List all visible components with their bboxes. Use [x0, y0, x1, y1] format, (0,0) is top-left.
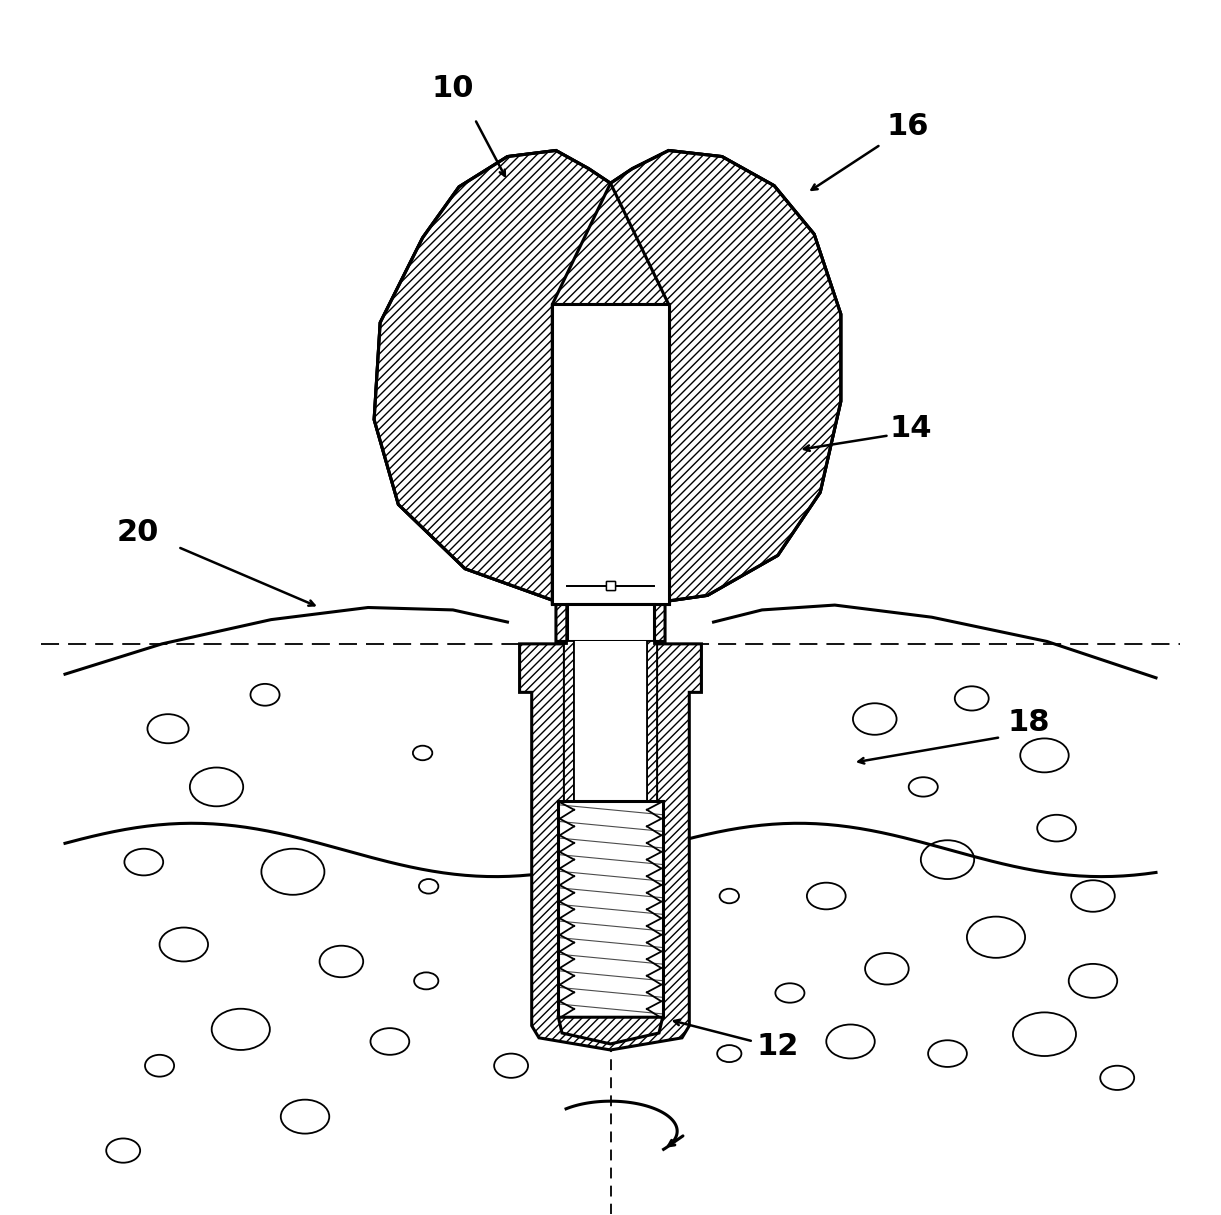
Bar: [567, 604, 654, 642]
Text: 16: 16: [886, 112, 929, 141]
Text: 12: 12: [757, 1032, 799, 1061]
Polygon shape: [564, 644, 657, 908]
Bar: [607, 582, 614, 590]
Text: 14: 14: [890, 413, 933, 442]
Polygon shape: [558, 802, 663, 1017]
Text: 10: 10: [432, 74, 474, 103]
Bar: [574, 642, 647, 802]
Text: 20: 20: [116, 518, 159, 547]
Polygon shape: [558, 1017, 663, 1044]
Bar: [552, 305, 669, 604]
Bar: [552, 305, 669, 604]
Polygon shape: [374, 151, 610, 642]
Polygon shape: [520, 644, 701, 1050]
Polygon shape: [564, 642, 574, 802]
Text: 18: 18: [1007, 708, 1050, 738]
Polygon shape: [610, 151, 841, 642]
Bar: [567, 604, 654, 642]
Bar: [607, 582, 614, 590]
Polygon shape: [647, 642, 657, 802]
Polygon shape: [374, 151, 841, 601]
